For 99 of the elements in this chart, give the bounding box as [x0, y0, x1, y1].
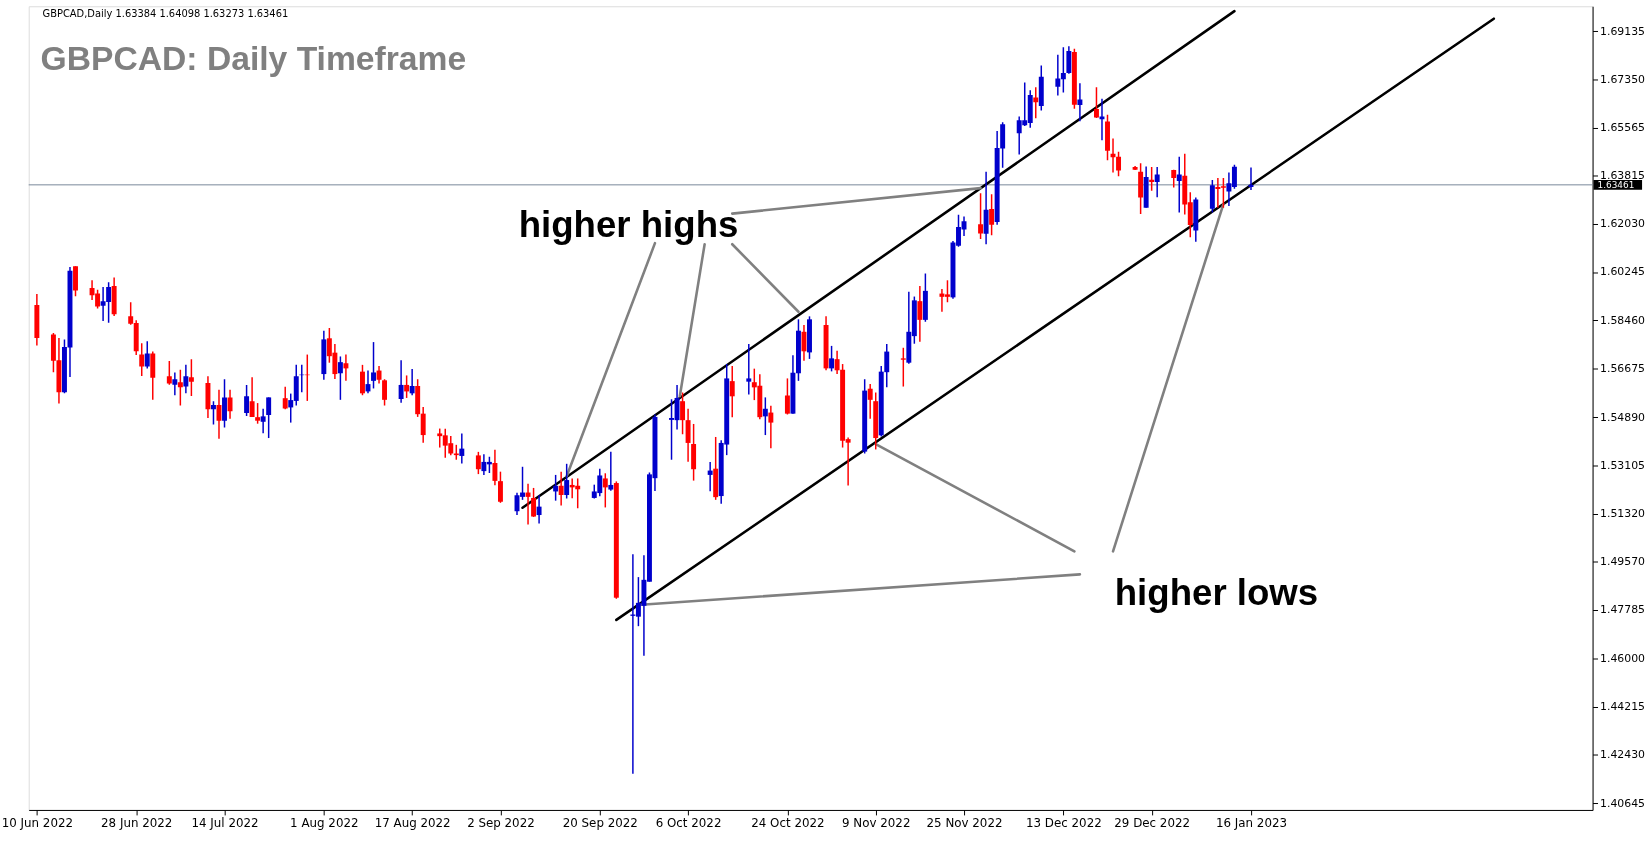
- candlestick: [707, 461, 713, 492]
- candlestick: [244, 384, 250, 417]
- candlestick: [1176, 155, 1182, 214]
- candlestick: [1077, 82, 1083, 122]
- candlestick: [1093, 86, 1099, 119]
- candlestick: [1066, 45, 1072, 75]
- candlestick: [409, 368, 415, 396]
- y-tick-label: 1.46000: [1600, 651, 1646, 665]
- candlestick: [746, 343, 752, 396]
- candlestick: [249, 376, 255, 418]
- annotation: GBPCAD,Daily 1.63384 1.64098 1.63273 1.63461: [42, 8, 289, 20]
- x-tick-label: 17 Aug 2022: [374, 816, 451, 831]
- candlestick: [1149, 166, 1155, 192]
- text: GBPCAD: Daily Timeframe: [40, 39, 467, 77]
- candlestick: [829, 345, 835, 373]
- candlestick: [558, 470, 564, 507]
- x-tick-label: 16 Jan 2023: [1215, 816, 1288, 831]
- candlestick: [172, 371, 178, 396]
- x-tick-label: 9 Nov 2022: [842, 816, 911, 831]
- candlestick: [564, 463, 570, 500]
- candlestick: [266, 396, 272, 439]
- x-tick-label: 10 Jun 2022: [1, 816, 74, 831]
- x-tick-label: 1 Aug 2022: [290, 816, 359, 831]
- x-tick-label: 6 Oct 2022: [655, 816, 722, 831]
- candlestick: [1060, 46, 1066, 94]
- y-tick-label: 1.53105: [1600, 459, 1645, 473]
- y-tick-label: 1.67350: [1600, 72, 1646, 86]
- x-tick-label: 13 Dec 2022: [1025, 816, 1102, 831]
- candlestick: [602, 472, 608, 509]
- candlestick: [492, 448, 498, 486]
- candlestick: [420, 406, 426, 444]
- candlestick: [371, 341, 376, 390]
- y-tick-label: 1.49570: [1600, 554, 1646, 568]
- y-tick-label: 1.47785: [1600, 603, 1645, 617]
- candlestick: [1055, 54, 1061, 97]
- y-tick-label: 1.65565: [1600, 121, 1645, 135]
- candlestick: [729, 365, 735, 418]
- x-tick-label: 2 Sep 2022: [467, 816, 535, 831]
- y-tick-label: 1.63815: [1600, 168, 1645, 182]
- y-tick-label: 1.58460: [1600, 313, 1646, 327]
- candlestick: [211, 400, 216, 426]
- candlestick: [525, 483, 531, 526]
- candlestick: [222, 378, 227, 429]
- candlestick: [685, 408, 691, 463]
- candlestick: [166, 360, 172, 386]
- ref-line-label: 1.63461: [1597, 179, 1635, 190]
- candlestick: [784, 377, 790, 416]
- y-tick-label: 1.42430: [1600, 748, 1646, 762]
- candlestick: [382, 378, 388, 407]
- candlestick: [608, 451, 614, 492]
- y-tick-label: 1.51320: [1600, 507, 1646, 521]
- candlestick: [768, 405, 774, 450]
- y-tick-label: 1.56675: [1600, 362, 1645, 376]
- y-tick-label: 1.69135: [1600, 24, 1645, 38]
- candlestick: [144, 340, 150, 370]
- candlestick: [183, 364, 189, 395]
- candlestick: [900, 347, 906, 388]
- candlestick: [404, 374, 410, 399]
- candlestick: [531, 487, 537, 518]
- candlestick: [680, 391, 686, 435]
- candlestick: [978, 192, 984, 240]
- candlestick: [497, 470, 503, 504]
- candlestick: [1209, 179, 1215, 214]
- candlestick: [343, 353, 349, 382]
- candlestick: [337, 355, 343, 401]
- candlestick: [989, 193, 995, 237]
- annotation: higher highs: [518, 203, 739, 245]
- y-tick-label: 1.44215: [1600, 700, 1645, 714]
- x-tick-label: 14 Jul 2022: [191, 816, 259, 831]
- y-tick-label: 1.62030: [1600, 217, 1646, 231]
- candlestick: [917, 285, 923, 343]
- candlestick: [867, 383, 873, 420]
- candlestick: [834, 350, 840, 375]
- candlestick: [188, 358, 194, 397]
- x-tick-label: 28 Jun 2022: [101, 816, 173, 831]
- x-tick-label: 20 Sep 2022: [562, 816, 638, 831]
- candlestick: [983, 171, 989, 245]
- candlestick: [884, 343, 890, 389]
- candlestick: [1154, 166, 1160, 199]
- candlestick: [177, 369, 183, 407]
- candlestick: [801, 324, 807, 362]
- candlestick: [459, 432, 465, 465]
- candlestick: [398, 359, 404, 404]
- candlestick: [227, 389, 233, 420]
- candlestick: [1116, 151, 1122, 177]
- x-tick-label: 29 Dec 2022: [1114, 816, 1191, 831]
- candlestick: [360, 364, 365, 396]
- candlestick: [475, 451, 481, 475]
- candlestick: [139, 342, 145, 377]
- x-tick-label: 25 Nov 2022: [926, 816, 1003, 831]
- candlestick: [255, 402, 261, 425]
- annotation: higher lows: [1114, 572, 1319, 614]
- candlestick: [260, 408, 266, 434]
- y-tick-label: 1.54890: [1600, 410, 1646, 424]
- y-tick-label: 1.60245: [1600, 265, 1645, 279]
- candlestick: [762, 396, 768, 436]
- candlestick: [536, 494, 542, 525]
- x-tick-label: 24 Oct 2022: [751, 816, 825, 831]
- y-tick-label: 1.40645: [1600, 796, 1645, 810]
